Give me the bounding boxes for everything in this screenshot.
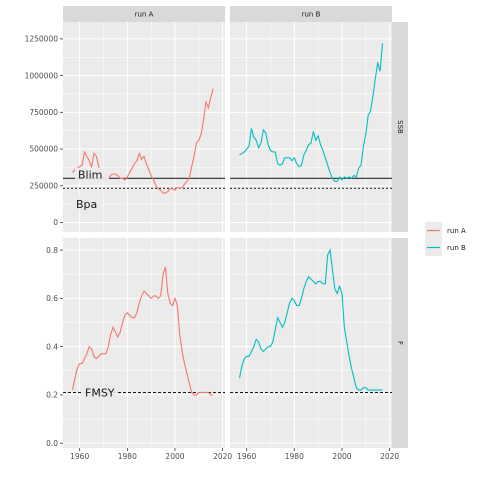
y-tick-label-ssb: 250000 <box>29 181 58 190</box>
bpa-label-bg <box>73 197 100 211</box>
strip-label-ssb: SSB <box>396 120 404 134</box>
y-tick-label-ssb: 750000 <box>29 108 58 117</box>
panel-f-run-b <box>230 238 392 448</box>
y-tick-label-ssb: 1000000 <box>25 71 59 80</box>
panel-f-run-a <box>63 238 225 448</box>
y-tick-label-f: 0.4 <box>46 342 58 351</box>
fmsy-label-bg <box>82 385 116 399</box>
series-line-run-b-ssb <box>239 43 384 182</box>
bpa-label: Bpa <box>76 198 97 211</box>
strip-ssb <box>392 22 408 232</box>
panel-ssb-run-b <box>230 22 392 232</box>
x-tick-label: 1980 <box>285 452 304 461</box>
y-tick-label-f: 0.6 <box>46 294 58 303</box>
y-tick-label-ssb: 500000 <box>29 145 58 154</box>
blim-label: Blim <box>78 169 102 182</box>
x-tick-label: 2000 <box>165 452 184 461</box>
strip-label-run-b: run B <box>302 11 321 19</box>
x-tick-label: 1960 <box>237 452 256 461</box>
y-tick-label-ssb: 0 <box>53 218 58 227</box>
y-tick-label-f: 0.2 <box>46 391 58 400</box>
strip-run-a <box>63 6 225 22</box>
series-line-run-a-f <box>71 266 214 396</box>
series-line-run-b-f <box>238 248 383 391</box>
series-line-run-a-ssb <box>72 88 214 194</box>
blim-label-bg <box>75 167 109 181</box>
y-tick-label-f: 0.0 <box>46 439 58 448</box>
x-tick-label: 1960 <box>70 452 89 461</box>
strip-label-run-a: run A <box>135 11 154 19</box>
fmsy-label: FMSY <box>85 386 115 399</box>
y-tick-label-f: 0.8 <box>46 246 58 255</box>
x-tick-label: 2020 <box>213 452 232 461</box>
strip-label-f: F <box>396 341 404 345</box>
x-tick-label: 2020 <box>380 452 399 461</box>
legend-label-run-b: run B <box>447 244 466 252</box>
strip-f <box>392 238 408 448</box>
legend-label-run-a: run A <box>447 227 466 235</box>
strip-run-b <box>230 6 392 22</box>
x-tick-label: 2000 <box>332 452 351 461</box>
x-tick-label: 1980 <box>118 452 137 461</box>
y-tick-label-ssb: 1250000 <box>25 35 59 44</box>
